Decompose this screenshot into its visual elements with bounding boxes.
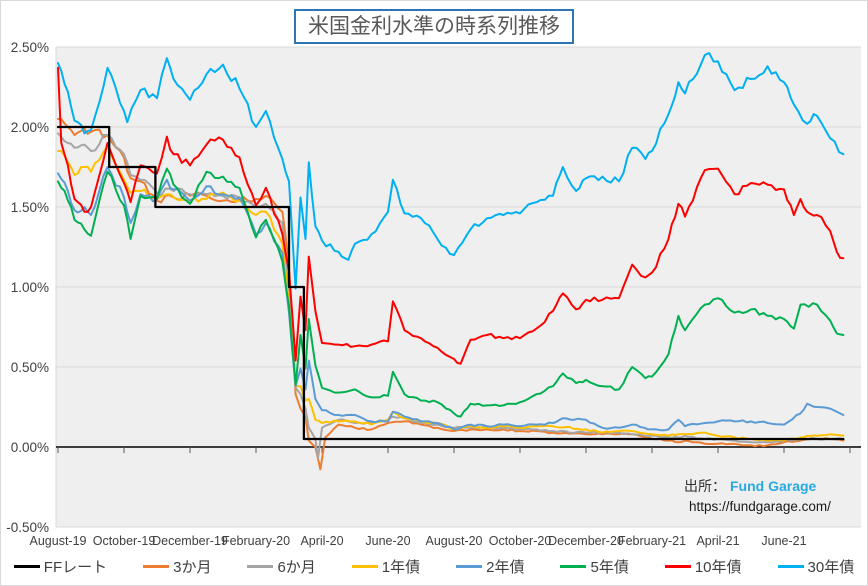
legend-label-30y: 30年債: [807, 558, 855, 576]
x-axis-tick-label: April-20: [300, 534, 343, 548]
x-axis-tick-label: June-21: [761, 534, 806, 548]
legend-item-ff-rate: FFレート: [13, 556, 108, 577]
source-prefix: 出所：: [684, 478, 726, 494]
source-line: 出所： Fund Garage: [684, 476, 831, 496]
x-axis-tick-label: April-21: [696, 534, 739, 548]
x-axis-tick-label: June-20: [365, 534, 410, 548]
legend-item-30y: 30年債: [777, 556, 855, 577]
x-axis-tick-label: October-19: [93, 534, 156, 548]
y-axis-tick-label: 1.00%: [11, 280, 49, 295]
source-note: 出所： Fund Garage https://fundgarage.com/: [684, 476, 831, 514]
y-axis-tick-label: 2.00%: [11, 120, 49, 135]
x-axis-tick-label: December-20: [548, 534, 624, 548]
x-axis-tick-label: February-20: [222, 534, 290, 548]
series-line-30y: [57, 52, 845, 290]
source-name: Fund Garage: [730, 478, 817, 494]
series-line-ff-rate: [56, 125, 845, 441]
legend-label-10y: 10年債: [694, 558, 742, 576]
legend-item-3m: 3か月: [143, 556, 211, 577]
legend-item-5y: 5年債: [560, 556, 629, 577]
legend-label-ff-rate: FFレート: [43, 558, 108, 576]
y-axis-tick-label: 2.50%: [11, 40, 49, 55]
legend-swatch-2y: [456, 564, 483, 568]
legend-swatch-30y: [777, 564, 804, 568]
legend-swatch-1y: [351, 564, 378, 568]
legend-label-1y: 1年債: [381, 558, 421, 576]
y-axis-tick-label: 0.50%: [11, 360, 49, 375]
x-axis-tick-label: December-19: [152, 534, 228, 548]
chart-title: 米国金利水準の時系列推移: [294, 9, 574, 45]
series-line-5y: [57, 167, 845, 418]
legend-item-1y: 1年債: [351, 556, 421, 577]
legend-item-6m: 6か月: [247, 556, 316, 577]
source-url: https://fundgarage.com/: [689, 499, 831, 514]
x-axis-tick-label: February-21: [618, 534, 686, 548]
x-axis-tick-label: August-19: [30, 534, 87, 548]
legend-item-10y: 10年債: [664, 556, 742, 577]
legend-swatch-3m: [143, 564, 170, 568]
legend: FFレート 3か月 6か月 1年債 2年債 5年債 10年債 30年債: [1, 552, 867, 580]
y-axis-tick-label: 0.00%: [11, 440, 49, 455]
y-axis-tick-label: 1.50%: [11, 200, 49, 215]
y-axis-tick-label: -0.50%: [6, 520, 49, 535]
legend-label-2y: 2年債: [486, 558, 525, 576]
legend-swatch-6m: [247, 564, 274, 568]
legend-swatch-10y: [664, 564, 691, 568]
legend-label-5y: 5年債: [590, 558, 629, 576]
legend-swatch-ff-rate: [13, 564, 40, 568]
series-line-2y: [57, 166, 845, 432]
legend-label-6m: 6か月: [277, 558, 316, 576]
x-axis-tick-label: August-20: [426, 534, 483, 548]
x-axis-tick-label: October-20: [489, 534, 552, 548]
legend-label-3m: 3か月: [173, 558, 212, 576]
legend-swatch-5y: [560, 564, 587, 568]
series-line-10y: [57, 66, 845, 365]
legend-item-2y: 2年債: [456, 556, 524, 577]
